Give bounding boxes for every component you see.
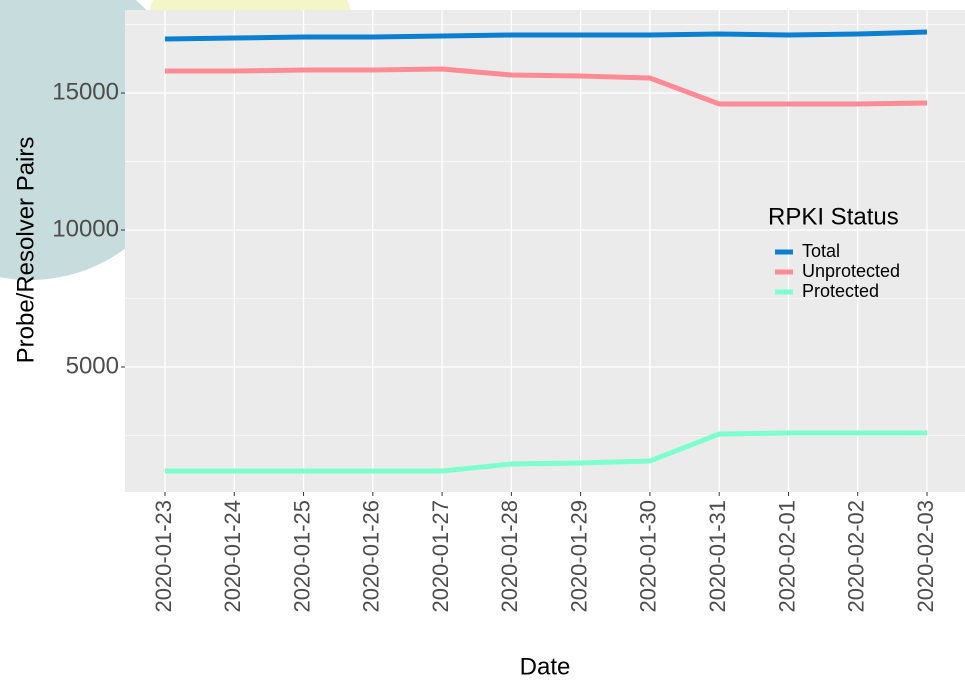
x-tick-label: 2020-02-01 — [774, 500, 799, 613]
x-tick-label: 2020-01-30 — [636, 500, 661, 613]
x-tick-label: 2020-01-31 — [705, 500, 730, 613]
x-tick-label: 2020-01-27 — [428, 500, 453, 613]
x-tick-label: 2020-01-29 — [566, 500, 591, 613]
y-tick-label: 15000 — [52, 78, 119, 105]
x-tick-label: 2020-01-28 — [497, 500, 522, 613]
chart: Date Probe/Resolver Pairs RPKI Status 50… — [0, 0, 965, 681]
y-tick-label: 10000 — [52, 215, 119, 242]
x-axis-title: Date — [520, 653, 571, 680]
legend-label: Unprotected — [802, 261, 900, 281]
legend-title: RPKI Status — [768, 203, 899, 230]
x-tick-label: 2020-02-02 — [844, 500, 869, 613]
x-tick-label: 2020-01-24 — [220, 500, 245, 613]
x-tick-label: 2020-02-03 — [913, 500, 938, 613]
x-tick-label: 2020-01-26 — [359, 500, 384, 613]
legend-label: Protected — [802, 281, 879, 301]
x-tick-label: 2020-01-25 — [289, 500, 314, 613]
y-axis-title: Probe/Resolver Pairs — [12, 137, 39, 364]
y-tick-label: 5000 — [66, 352, 119, 379]
legend-label: Total — [802, 241, 840, 261]
x-tick-label: 2020-01-23 — [151, 500, 176, 613]
